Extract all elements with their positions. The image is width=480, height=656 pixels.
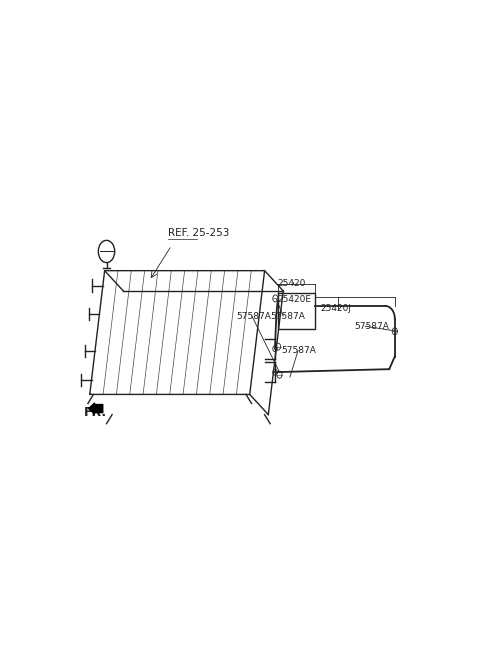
Text: 25420J: 25420J xyxy=(321,304,351,313)
FancyArrow shape xyxy=(89,403,103,414)
Text: 57587A: 57587A xyxy=(270,312,305,321)
Text: 57587A: 57587A xyxy=(281,346,316,355)
Text: 25420E: 25420E xyxy=(277,295,312,304)
Text: 25420: 25420 xyxy=(277,279,306,289)
Text: REF. 25-253: REF. 25-253 xyxy=(168,228,229,238)
Text: 57587A: 57587A xyxy=(237,312,272,321)
Text: FR.: FR. xyxy=(84,405,108,419)
Text: 57587A: 57587A xyxy=(354,321,389,331)
